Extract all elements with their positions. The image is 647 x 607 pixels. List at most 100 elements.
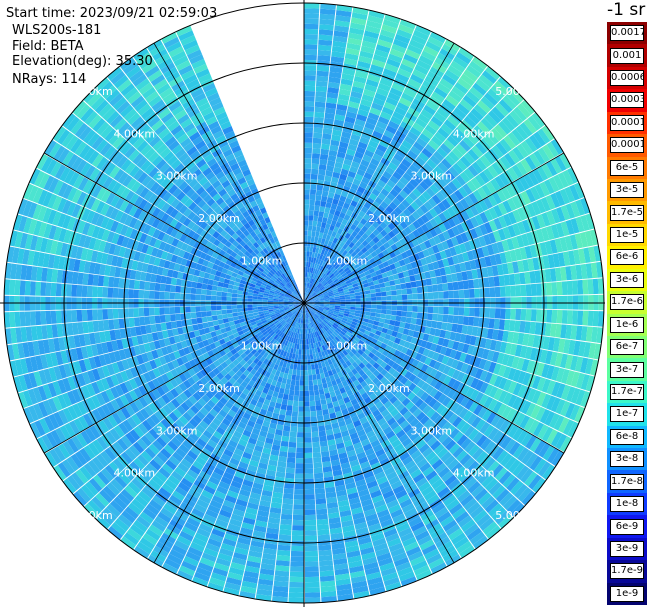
data-cell [487, 165, 499, 178]
data-cell [428, 398, 438, 408]
data-cell [375, 340, 383, 347]
data-cell [288, 592, 304, 598]
data-cell [222, 471, 234, 481]
data-cell [341, 207, 348, 214]
data-cell [159, 307, 165, 315]
data-cell [345, 209, 353, 217]
data-cell [425, 187, 436, 198]
data-cell [439, 143, 452, 155]
data-cell [265, 325, 271, 331]
data-cell [371, 243, 379, 251]
data-cell [399, 451, 411, 462]
data-cell [459, 453, 472, 466]
data-cell [260, 452, 271, 460]
data-cell [24, 311, 31, 327]
data-cell [436, 147, 448, 158]
data-cell [582, 279, 589, 295]
data-cell [310, 184, 317, 190]
data-cell [408, 516, 423, 528]
data-cell [348, 241, 355, 249]
data-cell [46, 432, 58, 448]
data-cell [157, 365, 166, 376]
data-cell [570, 218, 580, 234]
data-cell [309, 204, 315, 211]
data-cell [272, 439, 281, 446]
data-cell [332, 469, 343, 477]
data-cell [387, 222, 396, 231]
data-cell [534, 270, 542, 283]
data-cell [322, 409, 329, 416]
data-cell [312, 137, 322, 144]
data-cell [352, 283, 359, 288]
data-cell [67, 475, 81, 491]
data-cell [497, 403, 508, 417]
data-cell [342, 202, 350, 210]
data-cell [287, 318, 292, 324]
data-cell [343, 440, 353, 448]
data-cell [313, 326, 318, 332]
data-cell [351, 230, 358, 238]
data-cell [308, 304, 314, 307]
data-cell [204, 365, 213, 374]
data-cell [360, 159, 370, 168]
data-cell [258, 505, 270, 513]
data-cell [232, 373, 240, 381]
data-cell [275, 381, 282, 388]
data-cell [401, 158, 412, 168]
data-cell [383, 217, 392, 226]
data-cell [444, 248, 452, 258]
data-cell [587, 310, 594, 326]
data-cell [288, 312, 293, 317]
data-cell [370, 271, 377, 278]
data-cell [247, 420, 256, 428]
data-cell [493, 363, 502, 375]
data-cell [350, 295, 356, 299]
data-cell [324, 300, 330, 303]
data-cell [316, 373, 321, 380]
data-cell [48, 413, 60, 430]
data-cell [91, 496, 106, 511]
data-cell [283, 425, 291, 432]
data-cell [360, 345, 367, 353]
data-cell [371, 102, 384, 112]
data-cell [181, 355, 189, 364]
data-cell [325, 234, 331, 241]
data-cell [84, 427, 97, 442]
data-cell [140, 435, 152, 447]
data-cell [336, 151, 346, 159]
data-cell [232, 508, 245, 517]
data-cell [311, 292, 316, 297]
data-cell [481, 474, 495, 488]
data-cell [506, 499, 521, 514]
data-cell [410, 468, 422, 479]
data-cell [304, 344, 307, 350]
data-cell [328, 512, 340, 519]
data-cell [493, 276, 500, 287]
data-cell [383, 323, 390, 329]
data-cell [317, 378, 323, 385]
data-cell [327, 87, 339, 94]
data-cell [327, 507, 339, 514]
data-cell [133, 345, 142, 356]
data-cell [280, 513, 293, 520]
data-cell [253, 326, 260, 332]
data-cell [432, 313, 438, 321]
data-cell [399, 229, 408, 238]
data-cell [466, 325, 474, 336]
data-cell [548, 176, 560, 193]
data-cell [147, 380, 157, 391]
data-cell [250, 398, 258, 406]
data-cell [346, 175, 355, 183]
data-cell [415, 207, 425, 217]
data-cell [466, 527, 482, 541]
data-cell [345, 299, 351, 302]
data-cell [315, 368, 320, 375]
data-cell [460, 73, 475, 87]
data-cell [13, 376, 23, 393]
data-cell [360, 263, 367, 270]
data-cell [425, 518, 440, 530]
data-cell [425, 320, 433, 328]
data-cell [433, 225, 443, 235]
data-cell [450, 236, 459, 247]
data-cell [73, 335, 81, 348]
